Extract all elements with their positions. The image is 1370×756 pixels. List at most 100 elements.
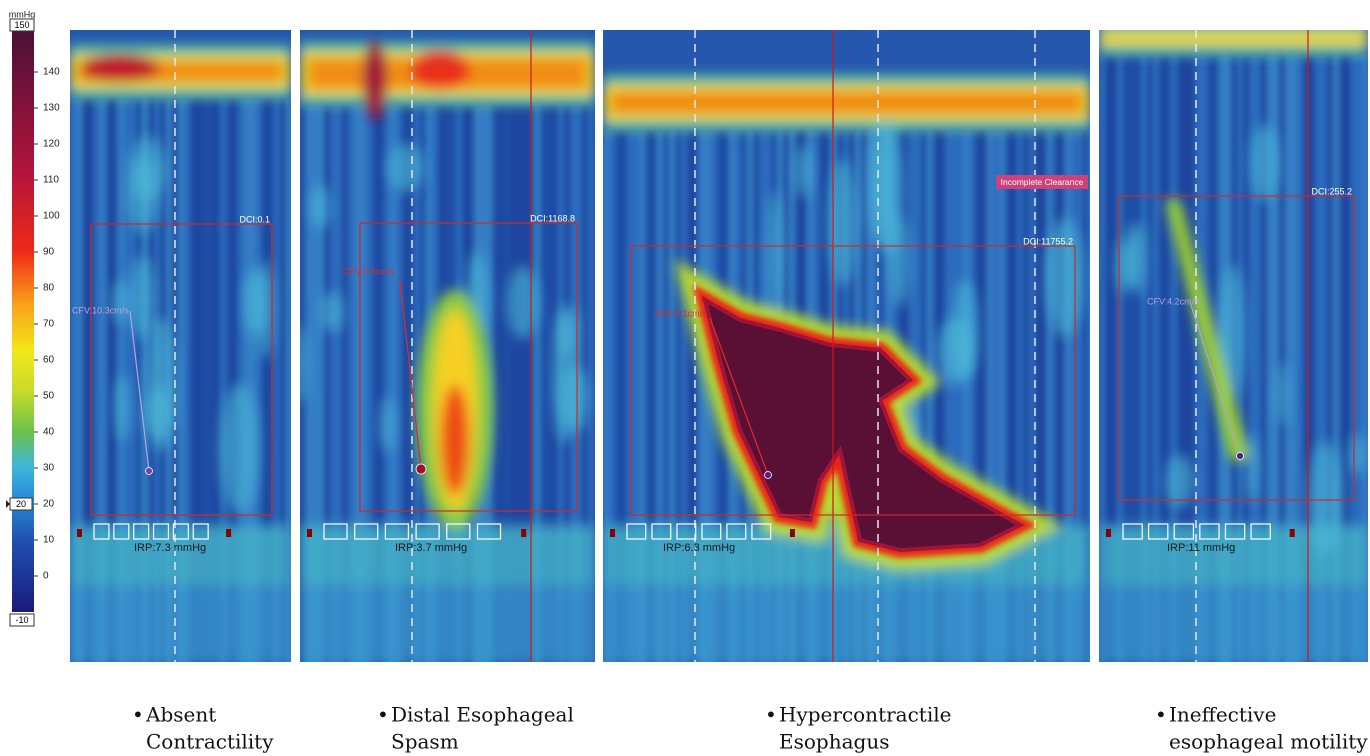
stripe [360, 105, 366, 662]
stripe [492, 105, 498, 662]
blob [243, 269, 268, 336]
ues-peak [363, 40, 387, 120]
blob [1045, 217, 1084, 338]
stripe [987, 130, 993, 662]
stripe [1345, 55, 1351, 662]
bottom-band [300, 585, 595, 662]
irp-window [1122, 523, 1143, 540]
colorbar [12, 30, 34, 612]
stripe [238, 98, 244, 662]
contraction-core [441, 385, 469, 495]
irp-window [1224, 523, 1246, 540]
irp-mark [521, 529, 527, 537]
bottom-band [70, 585, 291, 662]
irp-window [476, 523, 502, 540]
panel: DCI:255.2 CFV:4.2cm/s IRP:11 mmHg [1099, 30, 1368, 662]
cfv-line [709, 317, 769, 476]
stripe [999, 130, 1005, 662]
stripe [969, 130, 975, 662]
stripe [981, 130, 987, 662]
irp-window [152, 523, 170, 540]
stripe [202, 98, 208, 662]
stripe [280, 98, 286, 662]
marker-arrow [6, 500, 10, 508]
tick-label: 40 [43, 427, 55, 438]
stripe [1327, 55, 1333, 662]
stripe [516, 105, 522, 662]
cfv-dot [1236, 452, 1244, 460]
stripe [693, 130, 699, 662]
stripe [711, 130, 717, 662]
blob [320, 291, 344, 333]
stripe [1315, 55, 1321, 662]
blob [300, 324, 308, 405]
stripe [1083, 130, 1089, 662]
stripe [1141, 55, 1147, 662]
stripe [1065, 130, 1071, 662]
irp-mark [307, 529, 312, 537]
stripe [1189, 55, 1195, 662]
blob [766, 189, 783, 322]
contraction-box [90, 223, 273, 516]
stripe [1243, 55, 1249, 662]
panel: DCI:0.1 CFV:10.3cm/s IRP:7.3 mmHg [70, 30, 291, 662]
blob [1246, 433, 1259, 505]
min-box [9, 613, 35, 627]
blob [128, 136, 167, 201]
irp-window [726, 523, 747, 540]
irp-window [446, 523, 471, 540]
blob [1165, 454, 1194, 509]
cfv-label: CFV:10.3cm/s [72, 305, 129, 315]
cfv-dot [764, 471, 772, 479]
stripe [681, 130, 687, 662]
stripe [1273, 55, 1279, 662]
cfv-label: CFV:4.2cm/s [1147, 296, 1199, 306]
stripe [1123, 55, 1129, 662]
stripe [330, 105, 336, 662]
stripe [348, 105, 354, 662]
stripe [1029, 130, 1035, 662]
stripe [324, 105, 330, 662]
stripe [414, 105, 420, 662]
irp-mark [1106, 529, 1111, 537]
stripe [1017, 130, 1023, 662]
bottom-band [603, 585, 1090, 662]
stripe [232, 98, 238, 662]
stripe [220, 98, 226, 662]
stripe [196, 98, 202, 662]
blob [309, 185, 331, 229]
caption-bullet: • [132, 703, 144, 727]
caption: esophageal motility [1169, 730, 1368, 754]
tick-label: 90 [43, 247, 55, 258]
stripe [621, 130, 627, 662]
stripe [1111, 55, 1117, 662]
lower-band [300, 525, 595, 585]
stripe [675, 130, 681, 662]
stripe [546, 105, 552, 662]
stripe [226, 98, 232, 662]
irp-window [323, 523, 348, 540]
irp-window [701, 523, 722, 540]
dci-label: DCI:255.2 [1311, 186, 1352, 196]
irp-mark [789, 529, 795, 537]
blob [1115, 239, 1131, 295]
stripe [639, 130, 645, 662]
stripe [208, 98, 214, 662]
cfv-line [399, 279, 422, 470]
stripe [1291, 55, 1297, 662]
stripe [402, 105, 408, 662]
stripe [939, 130, 945, 662]
stripe [951, 130, 957, 662]
stripe [927, 130, 933, 662]
note: Incomplete Clearance [1001, 177, 1084, 187]
stripe [663, 130, 669, 662]
irp-window [192, 523, 209, 540]
stripe [100, 98, 106, 662]
stripe [1309, 55, 1315, 662]
irp-window [1199, 523, 1220, 540]
stripe [963, 130, 969, 662]
irp-window [651, 523, 672, 540]
cfv-label: CFV:3.1cm/s [655, 308, 707, 318]
stripe [136, 98, 142, 662]
